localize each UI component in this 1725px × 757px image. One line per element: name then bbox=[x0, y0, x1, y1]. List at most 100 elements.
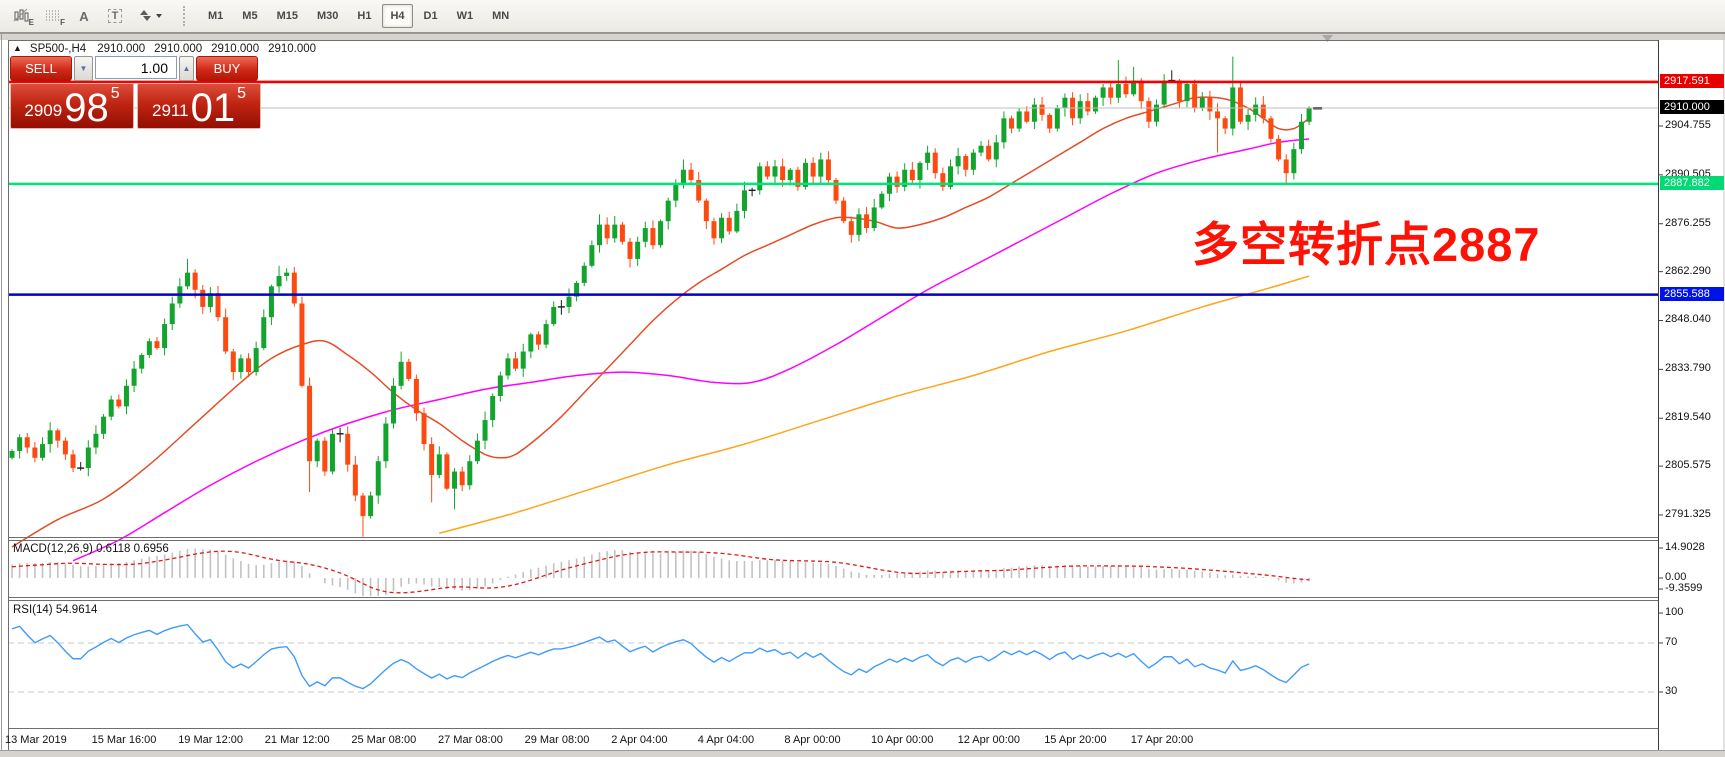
tab-timeframe-mn[interactable]: MN bbox=[484, 4, 517, 28]
text-label-button[interactable]: T bbox=[101, 4, 129, 28]
candle-body bbox=[123, 385, 129, 407]
candle-body bbox=[1184, 84, 1190, 102]
candle-body bbox=[566, 296, 572, 307]
candle-body bbox=[314, 440, 320, 462]
quote-low: 2910.000 bbox=[211, 43, 260, 55]
candle-body bbox=[85, 447, 91, 469]
candle-body bbox=[886, 176, 892, 194]
candle-body bbox=[528, 334, 534, 352]
candle-body bbox=[1176, 80, 1182, 102]
toolbar-grip[interactable] bbox=[183, 6, 189, 26]
buy-button[interactable]: BUY bbox=[196, 56, 258, 81]
candle-body bbox=[429, 444, 435, 475]
candle-body bbox=[1291, 149, 1297, 174]
candle-body bbox=[345, 433, 351, 465]
candle-body bbox=[1085, 101, 1091, 112]
time-axis-label: 29 Mar 08:00 bbox=[524, 734, 590, 746]
arrow-style-button[interactable] bbox=[132, 4, 170, 28]
candle-body bbox=[780, 166, 786, 181]
pattern-e-button[interactable]: E bbox=[8, 4, 36, 28]
candle-body bbox=[253, 348, 259, 373]
candle-body bbox=[688, 169, 694, 181]
buy-price-big: 01 bbox=[190, 86, 236, 131]
volume-increase-button[interactable]: ▲ bbox=[179, 56, 194, 81]
level-price-label: 2887.882 bbox=[1660, 175, 1724, 190]
candle-body bbox=[40, 444, 46, 458]
candle-body bbox=[703, 200, 709, 222]
tab-timeframe-d1[interactable]: D1 bbox=[416, 4, 446, 28]
candle-body bbox=[1222, 118, 1228, 129]
candle-body bbox=[658, 221, 664, 246]
candle-body bbox=[406, 361, 412, 379]
sell-price-display[interactable]: 2909 98 5 bbox=[10, 83, 134, 129]
volume-input[interactable] bbox=[95, 56, 177, 79]
tab-timeframe-w1[interactable]: W1 bbox=[449, 4, 482, 28]
tab-timeframe-h4[interactable]: H4 bbox=[382, 4, 413, 28]
volume-decrease-button[interactable]: ▼ bbox=[74, 56, 93, 81]
candle-body bbox=[879, 193, 885, 208]
candle-body bbox=[436, 454, 442, 475]
candle-body bbox=[131, 368, 137, 386]
candle-body bbox=[169, 303, 175, 325]
grid-f-icon bbox=[46, 10, 59, 21]
tab-timeframe-h1[interactable]: H1 bbox=[349, 4, 379, 28]
candle-body bbox=[978, 145, 984, 153]
tab-timeframe-m1[interactable]: M1 bbox=[200, 4, 231, 28]
window-top-strip bbox=[0, 33, 1725, 40]
candle-body bbox=[993, 142, 999, 160]
candle-body bbox=[322, 440, 328, 472]
rsi-axis-tick: 30 bbox=[1665, 685, 1678, 697]
collapse-arrow[interactable]: ▲ bbox=[13, 43, 22, 53]
candle-body bbox=[871, 207, 877, 229]
tab-timeframe-m5[interactable]: M5 bbox=[234, 4, 265, 28]
candle-body bbox=[32, 447, 38, 458]
font-a-button[interactable]: A bbox=[70, 4, 98, 28]
candle-body bbox=[810, 162, 816, 177]
text-label-icon: T bbox=[107, 9, 123, 23]
one-click-trading-panel: SELL ▼ ▲ BUY 2909 98 5 2911 01 5 bbox=[10, 56, 264, 129]
candle-body bbox=[62, 440, 68, 455]
time-axis-label: 13 Mar 2019 bbox=[5, 734, 67, 746]
time-axis-label: 4 Apr 04:00 bbox=[697, 734, 755, 746]
candle-body bbox=[772, 166, 778, 177]
candle-body bbox=[452, 471, 458, 489]
candle-body bbox=[940, 173, 946, 187]
sell-button[interactable]: SELL bbox=[10, 56, 72, 81]
candle-body bbox=[757, 166, 763, 191]
candle-body bbox=[1283, 159, 1289, 174]
candle-body bbox=[604, 224, 610, 239]
grid-f-button[interactable]: F bbox=[39, 4, 67, 28]
candle-body bbox=[619, 224, 625, 242]
tab-timeframe-m15[interactable]: M15 bbox=[269, 4, 306, 28]
sell-price-big: 98 bbox=[64, 86, 109, 131]
candle-body bbox=[818, 159, 824, 177]
buy-price-display[interactable]: 2911 01 5 bbox=[137, 83, 261, 129]
macd-axis-tick: 0.00 bbox=[1665, 571, 1687, 583]
candle-body bbox=[1207, 97, 1213, 112]
candle-body bbox=[223, 317, 229, 352]
candle-body bbox=[1047, 114, 1053, 129]
candle-body bbox=[986, 145, 992, 160]
candle-body bbox=[17, 437, 23, 451]
macd-signal-line bbox=[11, 550, 1310, 594]
tab-timeframe-m30[interactable]: M30 bbox=[309, 4, 346, 28]
candle-body bbox=[1016, 111, 1022, 129]
candle-body bbox=[413, 378, 419, 414]
candle-body bbox=[894, 176, 900, 187]
symbol-title: SP500-,H4 bbox=[29, 43, 87, 55]
candle-body bbox=[24, 437, 30, 448]
icon-letter: E bbox=[28, 18, 34, 27]
candle-body bbox=[230, 351, 236, 373]
ma-slow-line bbox=[439, 275, 1310, 534]
candle-body bbox=[1260, 104, 1266, 119]
candle-body bbox=[520, 351, 526, 369]
candle-body bbox=[1276, 138, 1282, 160]
candle-body bbox=[291, 272, 297, 304]
arrow-style-icon bbox=[140, 10, 151, 21]
candle-body bbox=[581, 265, 587, 283]
macd-axis-tick: 14.9028 bbox=[1665, 541, 1705, 553]
ma-fast-line bbox=[11, 96, 1310, 548]
candle-body bbox=[116, 399, 122, 407]
price-axis-tick: 2833.790 bbox=[1665, 362, 1711, 375]
